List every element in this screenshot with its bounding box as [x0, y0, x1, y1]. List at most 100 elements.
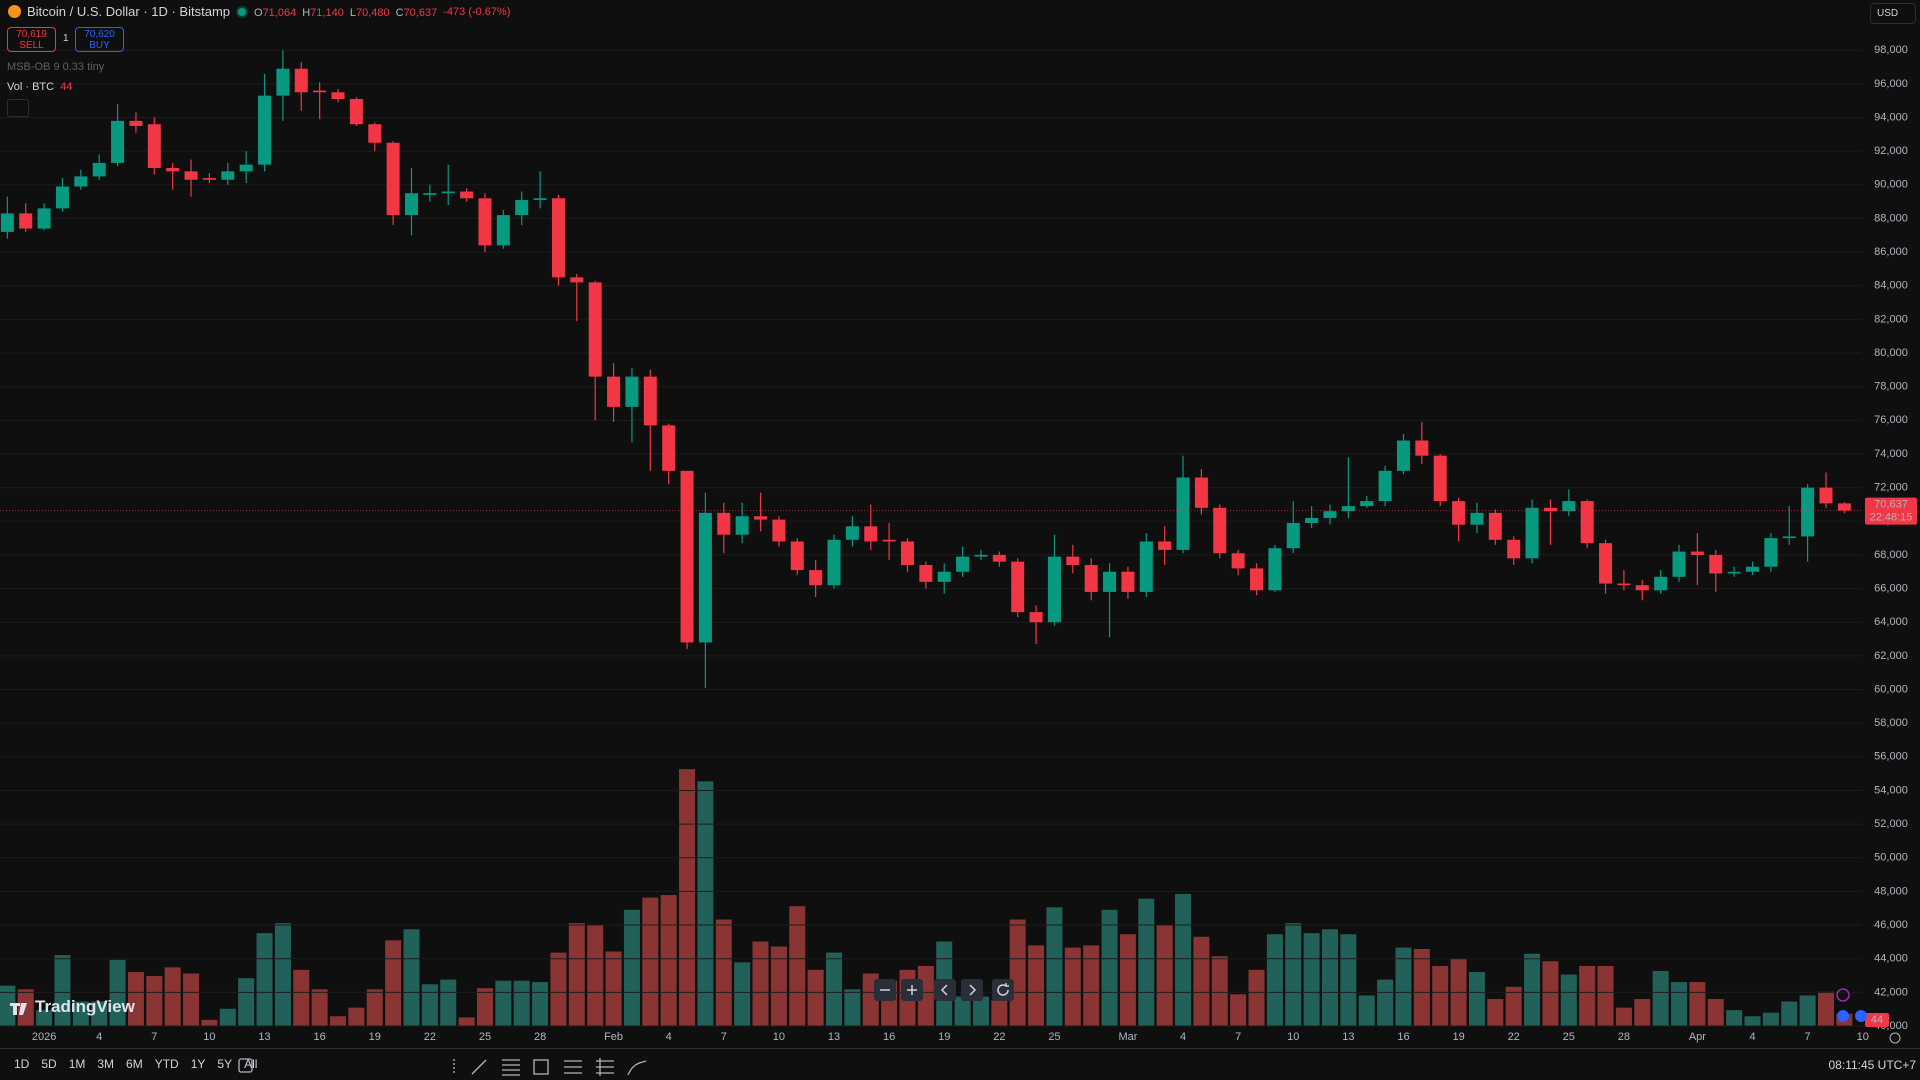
candle-body: [643, 376, 657, 426]
candle-body: [1746, 566, 1759, 572]
x-tick-label: 7: [151, 1031, 157, 1043]
candle-body: [368, 124, 382, 143]
y-tick-label: 50,000: [1874, 852, 1908, 864]
volume-bar: [0, 985, 16, 1026]
y-tick-label: 98,000: [1874, 44, 1908, 56]
candle-body: [184, 171, 198, 180]
candle-body: [294, 68, 308, 93]
scroll-left-button[interactable]: [934, 979, 956, 1001]
alert-icon[interactable]: [1836, 988, 1850, 1002]
drawing-tools: [238, 1058, 647, 1076]
y-tick-label: 74,000: [1874, 448, 1908, 460]
volume-bar: [1579, 965, 1596, 1026]
candle-body: [349, 99, 363, 125]
x-tick-label: 4: [666, 1031, 672, 1043]
sell-button[interactable]: 70,619 SELL: [7, 27, 56, 52]
volume-bar: [1138, 898, 1155, 1026]
currency-button[interactable]: USD: [1870, 3, 1916, 24]
range-button[interactable]: 1D: [14, 1057, 30, 1071]
bottom-toolbar: [0, 1048, 1920, 1080]
volume-bar: [954, 996, 971, 1026]
symbol-title[interactable]: Bitcoin / U.S. Dollar · 1D · Bitstamp: [27, 4, 230, 19]
range-button[interactable]: 5D: [41, 1057, 57, 1071]
indicator-legend[interactable]: MSB-OB 9 0.33 tiny: [7, 61, 105, 73]
candle-body: [92, 162, 106, 177]
y-tick-label: 94,000: [1874, 111, 1908, 123]
volume-bar: [201, 1019, 218, 1026]
candle-body: [1029, 612, 1043, 623]
channel-tool[interactable]: [564, 1060, 582, 1074]
event-icon[interactable]: [1837, 1010, 1849, 1022]
brand-logo: [10, 1003, 27, 1015]
x-tick-label: 10: [1287, 1031, 1299, 1043]
range-button[interactable]: 3M: [97, 1057, 115, 1071]
event-icon[interactable]: [1855, 1010, 1867, 1022]
candle-body: [331, 92, 345, 100]
buy-button[interactable]: 70,620 BUY: [75, 27, 124, 52]
fib-tool[interactable]: [502, 1059, 520, 1076]
x-tick-label: 10: [773, 1031, 785, 1043]
volume-legend[interactable]: Vol · BTC 44: [7, 81, 72, 93]
candle-body: [735, 516, 749, 535]
x-tick-label: 7: [1235, 1031, 1241, 1043]
candle-body: [313, 90, 327, 93]
range-button[interactable]: YTD: [154, 1057, 179, 1071]
x-tick-label: 7: [1805, 1031, 1811, 1043]
y-tick-label: 56,000: [1874, 751, 1908, 763]
x-tick-label: 4: [1180, 1031, 1186, 1043]
candle-body: [1837, 503, 1851, 511]
candle-body: [1452, 501, 1466, 525]
candle-body: [772, 519, 786, 542]
candle-body: [680, 470, 694, 643]
range-button[interactable]: 1Y: [190, 1057, 206, 1071]
range-button[interactable]: 5Y: [217, 1057, 233, 1071]
x-tick-label: Feb: [604, 1031, 623, 1043]
volume-bar: [513, 980, 530, 1026]
y-tick-label: 46,000: [1874, 919, 1908, 931]
candle-body: [1139, 541, 1153, 592]
volume-bar: [1395, 947, 1412, 1026]
volume-bar: [385, 940, 402, 1026]
candle-body: [55, 186, 69, 209]
range-button[interactable]: 1M: [68, 1057, 86, 1071]
candle-body: [1250, 568, 1264, 591]
volume-bar: [972, 996, 989, 1026]
volume-bar: [219, 1008, 236, 1026]
close-value: 70,637: [403, 7, 438, 19]
reset-button[interactable]: [992, 979, 1014, 1001]
volume-bar: [1652, 970, 1669, 1026]
volume-bar: [1064, 947, 1081, 1026]
brush-tool[interactable]: [627, 1060, 647, 1076]
measure-tool[interactable]: [596, 1058, 614, 1076]
scroll-right-button[interactable]: [961, 979, 983, 1001]
y-tick-label: 64,000: [1874, 616, 1908, 628]
candle-body: [1654, 576, 1668, 591]
volume-layer: [0, 769, 1853, 1026]
trendline-tool[interactable]: [471, 1059, 487, 1075]
y-tick-label: 88,000: [1874, 212, 1908, 224]
y-tick-label: 62,000: [1874, 650, 1908, 662]
settings-icon[interactable]: [1889, 1032, 1901, 1044]
candle-body: [1525, 507, 1539, 559]
candle-body: [1690, 551, 1704, 555]
candle-body: [460, 191, 474, 199]
candle-body: [0, 213, 14, 232]
range-button[interactable]: All: [244, 1057, 258, 1071]
volume-label: Vol · BTC: [7, 81, 55, 93]
x-tick-label: 4: [1749, 1031, 1755, 1043]
rectangle-tool[interactable]: [533, 1059, 549, 1075]
candle-body: [202, 178, 216, 180]
date-range-button[interactable]: [238, 1058, 253, 1073]
high-label: H: [302, 7, 311, 19]
candle-body: [809, 570, 823, 586]
brand: TradingView: [10, 997, 135, 1017]
collapse-button[interactable]: [7, 99, 29, 117]
volume-bar: [1156, 924, 1173, 1026]
volume-bar: [1689, 982, 1706, 1026]
candle-body: [607, 376, 621, 407]
candle-body: [496, 215, 510, 246]
range-button[interactable]: 6M: [126, 1057, 143, 1071]
volume-bar: [146, 975, 163, 1026]
x-tick-label: 28: [534, 1031, 546, 1043]
x-tick-label: 22: [1508, 1031, 1520, 1043]
